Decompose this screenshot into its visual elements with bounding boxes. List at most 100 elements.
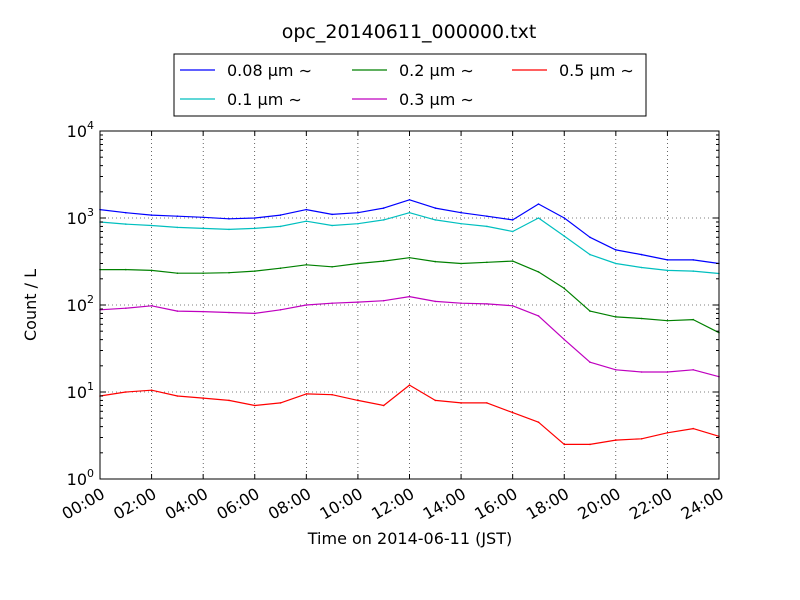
axis-ticks bbox=[99, 130, 720, 480]
data-point bbox=[279, 214, 282, 216]
legend-label: 0.3 μm ∼ bbox=[399, 90, 474, 109]
chart-title: opc_20140611_000000.txt bbox=[282, 21, 537, 43]
x-tick-label: 02:00 bbox=[110, 484, 159, 524]
legend-label: 0.2 μm ∼ bbox=[399, 61, 474, 80]
data-point bbox=[408, 256, 411, 259]
data-point bbox=[382, 404, 385, 407]
data-point bbox=[357, 301, 359, 303]
x-axis-label: Time on 2014-06-11 (JST) bbox=[307, 529, 512, 548]
data-point bbox=[357, 262, 359, 265]
data-point bbox=[176, 310, 179, 312]
x-tick-label: 10:00 bbox=[316, 484, 365, 524]
data-point bbox=[615, 262, 617, 265]
x-tick-label: 22:00 bbox=[626, 484, 675, 524]
legend: 0.08 μm ∼ 0.1 μm ∼ 0.2 μm ∼ 0.3 μm ∼ 0.5 μm … bbox=[173, 53, 647, 117]
data-point bbox=[305, 393, 308, 395]
data-point bbox=[228, 399, 230, 402]
data-point bbox=[331, 213, 333, 216]
data-point bbox=[640, 253, 643, 256]
data-point bbox=[460, 262, 462, 265]
data-point bbox=[692, 318, 694, 321]
y-tick-label: 102 bbox=[67, 293, 94, 315]
data-point bbox=[228, 228, 230, 231]
data-point bbox=[640, 266, 643, 269]
x-tick-label: 08:00 bbox=[265, 484, 314, 524]
data-point bbox=[176, 272, 179, 275]
data-point bbox=[563, 443, 566, 446]
grid-lines bbox=[100, 131, 719, 479]
data-point bbox=[176, 215, 179, 217]
data-point bbox=[150, 214, 153, 216]
data-point bbox=[150, 389, 153, 392]
data-point bbox=[615, 369, 617, 371]
data-point bbox=[254, 217, 256, 219]
data-point bbox=[589, 310, 591, 312]
data-point bbox=[615, 439, 617, 441]
data-point bbox=[254, 227, 256, 230]
legend-item: 0.1 μm ∼ bbox=[180, 90, 302, 109]
data-point bbox=[563, 287, 566, 290]
data-point bbox=[125, 223, 127, 225]
data-point bbox=[305, 220, 308, 222]
data-point bbox=[537, 271, 540, 273]
data-point bbox=[382, 207, 385, 209]
data-point bbox=[537, 315, 540, 317]
data-point bbox=[382, 260, 385, 262]
data-point bbox=[150, 305, 153, 307]
data-point bbox=[692, 369, 694, 371]
x-tick-labels: 00:00 02:00 04:00 06:00 08:00 10:00 12:00 14:00… bbox=[59, 484, 727, 524]
data-point bbox=[125, 307, 127, 310]
data-point bbox=[176, 395, 179, 397]
data-point bbox=[615, 316, 617, 318]
x-tick-label: 00:00 bbox=[59, 484, 108, 524]
data-point bbox=[589, 443, 591, 446]
x-tick-label: 16:00 bbox=[471, 484, 520, 524]
data-point bbox=[279, 267, 282, 270]
x-tick-label: 04:00 bbox=[162, 484, 211, 524]
data-point bbox=[254, 404, 256, 407]
data-point bbox=[150, 269, 153, 272]
x-tick-label: 24:00 bbox=[678, 484, 727, 524]
data-point bbox=[125, 211, 127, 214]
data-point bbox=[254, 312, 256, 315]
data-point bbox=[460, 222, 462, 225]
data-point bbox=[511, 260, 514, 262]
data-point bbox=[202, 216, 204, 219]
data-point bbox=[511, 411, 514, 414]
data-point bbox=[434, 300, 437, 303]
y-tick-label: 104 bbox=[67, 119, 94, 141]
data-point bbox=[486, 261, 488, 264]
data-point bbox=[305, 304, 308, 306]
data-point bbox=[382, 299, 385, 302]
data-point bbox=[589, 361, 591, 364]
series-group bbox=[99, 199, 720, 446]
data-point bbox=[563, 217, 566, 219]
data-point bbox=[357, 211, 359, 214]
y-tick-label: 101 bbox=[67, 380, 94, 402]
data-point bbox=[589, 253, 591, 256]
data-point bbox=[434, 219, 437, 221]
data-point bbox=[305, 208, 308, 211]
data-point bbox=[408, 199, 411, 201]
data-point bbox=[640, 438, 643, 440]
data-point bbox=[176, 226, 179, 229]
data-point bbox=[150, 224, 153, 227]
data-point bbox=[692, 270, 694, 272]
legend-box bbox=[173, 53, 647, 117]
data-point bbox=[615, 249, 617, 251]
data-point bbox=[486, 215, 488, 217]
data-point bbox=[357, 399, 359, 402]
data-point bbox=[511, 230, 514, 233]
legend-label: 0.08 μm ∼ bbox=[227, 61, 312, 80]
data-point bbox=[692, 427, 694, 430]
data-point bbox=[228, 311, 230, 314]
data-point bbox=[640, 371, 643, 373]
legend-label: 0.5 μm ∼ bbox=[559, 61, 634, 80]
data-point bbox=[537, 203, 540, 205]
data-point bbox=[254, 270, 256, 272]
data-point bbox=[408, 295, 411, 298]
legend-label: 0.1 μm ∼ bbox=[227, 90, 302, 109]
data-point bbox=[331, 393, 333, 396]
data-point bbox=[511, 305, 514, 307]
